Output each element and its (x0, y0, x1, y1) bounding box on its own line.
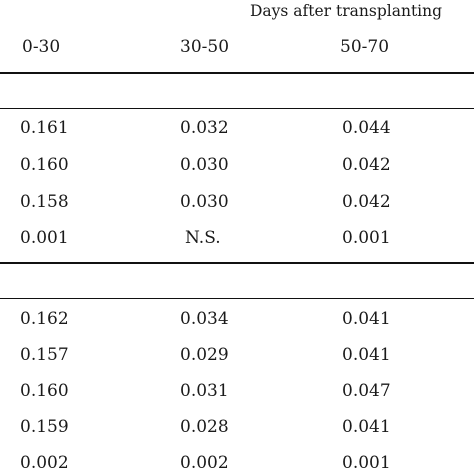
table-cell: 0.042 (342, 155, 391, 175)
table-cell: 0.041 (342, 309, 391, 329)
table-cell: 0.029 (180, 345, 229, 365)
section-divider-rule (0, 262, 474, 264)
header-rule (0, 72, 474, 74)
table-cell: 0.002 (180, 453, 229, 473)
table-cell: 0.030 (180, 155, 229, 175)
table-cell: 0.042 (342, 192, 391, 212)
table-cell: 0.001 (342, 228, 391, 248)
table-cell: 0.044 (342, 118, 391, 138)
table-cell: 0.160 (20, 155, 69, 175)
section-rule (0, 298, 474, 299)
table-cell: 0.160 (20, 381, 69, 401)
table-cell: 0.002 (20, 453, 69, 473)
table-cell: 0.157 (20, 345, 69, 365)
table-cell: 0.001 (342, 453, 391, 473)
table-cell: N.S. (185, 228, 221, 248)
table-cell: 0.041 (342, 417, 391, 437)
table-cell: 0.032 (180, 118, 229, 138)
table-cell: 0.161 (20, 118, 69, 138)
table-cell: 0.162 (20, 309, 69, 329)
section-rule (0, 108, 474, 109)
column-header-50-70: 50-70 (340, 37, 390, 57)
table-cell: 0.034 (180, 309, 229, 329)
table-cell: 0.031 (180, 381, 229, 401)
column-header-30-50: 30-50 (180, 37, 230, 57)
group-header: Days after transplanting (250, 2, 443, 20)
table-cell: 0.047 (342, 381, 391, 401)
column-header-0-30: 0-30 (22, 37, 61, 57)
table-cell: 0.028 (180, 417, 229, 437)
table-cell: 0.158 (20, 192, 69, 212)
table-cell: 0.041 (342, 345, 391, 365)
table-cell: 0.001 (20, 228, 69, 248)
table-cell: 0.159 (20, 417, 69, 437)
table-cell: 0.030 (180, 192, 229, 212)
